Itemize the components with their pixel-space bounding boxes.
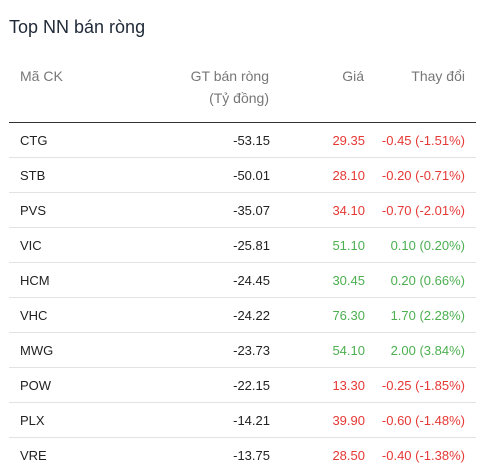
column-header-price: Giá bbox=[270, 62, 365, 123]
cell-symbol[interactable]: VHC bbox=[9, 298, 141, 333]
cell-symbol[interactable]: POW bbox=[9, 368, 141, 403]
table-body: CTG -53.15 29.35 -0.45 (-1.51%) STB -50.… bbox=[9, 123, 476, 472]
table-row[interactable]: MWG -23.73 54.10 2.00 (3.84%) bbox=[9, 333, 476, 368]
cell-change: 0.20 (0.66%) bbox=[365, 263, 476, 298]
cell-price: 76.30 bbox=[270, 298, 365, 333]
table-row[interactable]: PVS -35.07 34.10 -0.70 (-2.01%) bbox=[9, 193, 476, 228]
cell-price: 29.35 bbox=[270, 123, 365, 158]
column-header-change: Thay đổi bbox=[365, 62, 476, 123]
cell-price: 51.10 bbox=[270, 228, 365, 263]
cell-price: 34.10 bbox=[270, 193, 365, 228]
cell-change: -0.60 (-1.48%) bbox=[365, 403, 476, 438]
cell-change: 1.70 (2.28%) bbox=[365, 298, 476, 333]
cell-price: 54.10 bbox=[270, 333, 365, 368]
cell-net-value: -50.01 bbox=[141, 158, 270, 193]
cell-net-value: -14.21 bbox=[141, 403, 270, 438]
cell-symbol[interactable]: HCM bbox=[9, 263, 141, 298]
table-row[interactable]: PLX -14.21 39.90 -0.60 (-1.48%) bbox=[9, 403, 476, 438]
table-row[interactable]: STB -50.01 28.10 -0.20 (-0.71%) bbox=[9, 158, 476, 193]
net-sell-table: Mã CK GT bán ròng (Tỷ đồng) Giá Thay đổi… bbox=[9, 62, 476, 472]
cell-change: -0.70 (-2.01%) bbox=[365, 193, 476, 228]
cell-net-value: -35.07 bbox=[141, 193, 270, 228]
cell-net-value: -24.22 bbox=[141, 298, 270, 333]
cell-net-value: -24.45 bbox=[141, 263, 270, 298]
cell-symbol[interactable]: VIC bbox=[9, 228, 141, 263]
cell-price: 13.30 bbox=[270, 368, 365, 403]
cell-change: -0.25 (-1.85%) bbox=[365, 368, 476, 403]
table-row[interactable]: HCM -24.45 30.45 0.20 (0.66%) bbox=[9, 263, 476, 298]
cell-symbol[interactable]: STB bbox=[9, 158, 141, 193]
table-header-row: Mã CK GT bán ròng (Tỷ đồng) Giá Thay đổi bbox=[9, 62, 476, 123]
column-header-symbol: Mã CK bbox=[9, 62, 141, 123]
cell-price: 39.90 bbox=[270, 403, 365, 438]
table-row[interactable]: VIC -25.81 51.10 0.10 (0.20%) bbox=[9, 228, 476, 263]
cell-symbol[interactable]: PLX bbox=[9, 403, 141, 438]
cell-change: 0.10 (0.20%) bbox=[365, 228, 476, 263]
cell-net-value: -23.73 bbox=[141, 333, 270, 368]
table-row[interactable]: CTG -53.15 29.35 -0.45 (-1.51%) bbox=[9, 123, 476, 158]
cell-symbol[interactable]: MWG bbox=[9, 333, 141, 368]
cell-change: -0.20 (-0.71%) bbox=[365, 158, 476, 193]
cell-net-value: -53.15 bbox=[141, 123, 270, 158]
cell-symbol[interactable]: CTG bbox=[9, 123, 141, 158]
cell-net-value: -22.15 bbox=[141, 368, 270, 403]
column-header-net-value: GT bán ròng (Tỷ đồng) bbox=[141, 62, 270, 123]
panel-title: Top NN bán ròng bbox=[9, 17, 145, 38]
cell-net-value: -25.81 bbox=[141, 228, 270, 263]
cell-price: 28.10 bbox=[270, 158, 365, 193]
column-header-net-value-line1: GT bán ròng bbox=[142, 65, 269, 87]
cell-price: 30.45 bbox=[270, 263, 365, 298]
column-header-net-value-line2: (Tỷ đồng) bbox=[142, 87, 269, 109]
cell-change: 2.00 (3.84%) bbox=[365, 333, 476, 368]
table-row[interactable]: VHC -24.22 76.30 1.70 (2.28%) bbox=[9, 298, 476, 333]
cell-symbol[interactable]: PVS bbox=[9, 193, 141, 228]
table-row[interactable]: POW -22.15 13.30 -0.25 (-1.85%) bbox=[9, 368, 476, 403]
cell-change: -0.45 (-1.51%) bbox=[365, 123, 476, 158]
